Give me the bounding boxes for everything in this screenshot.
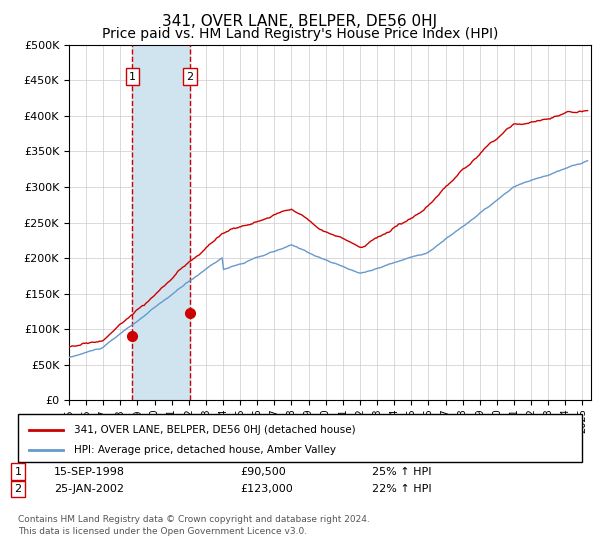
FancyBboxPatch shape: [18, 414, 582, 462]
Text: Contains HM Land Registry data © Crown copyright and database right 2024.: Contains HM Land Registry data © Crown c…: [18, 515, 370, 524]
Text: 25-JAN-2002: 25-JAN-2002: [54, 484, 124, 494]
Text: This data is licensed under the Open Government Licence v3.0.: This data is licensed under the Open Gov…: [18, 528, 307, 536]
Text: 341, OVER LANE, BELPER, DE56 0HJ (detached house): 341, OVER LANE, BELPER, DE56 0HJ (detach…: [74, 425, 356, 435]
Text: 1: 1: [129, 72, 136, 82]
Text: HPI: Average price, detached house, Amber Valley: HPI: Average price, detached house, Ambe…: [74, 445, 337, 455]
Text: 2: 2: [187, 72, 194, 82]
Text: 22% ↑ HPI: 22% ↑ HPI: [372, 484, 431, 494]
Text: Price paid vs. HM Land Registry's House Price Index (HPI): Price paid vs. HM Land Registry's House …: [102, 27, 498, 41]
Text: £90,500: £90,500: [240, 466, 286, 477]
Bar: [133, 45, 190, 400]
Text: 2: 2: [14, 484, 22, 494]
Text: 341, OVER LANE, BELPER, DE56 0HJ: 341, OVER LANE, BELPER, DE56 0HJ: [163, 14, 437, 29]
Text: 25% ↑ HPI: 25% ↑ HPI: [372, 466, 431, 477]
Text: 1: 1: [14, 466, 22, 477]
Text: £123,000: £123,000: [240, 484, 293, 494]
Text: 15-SEP-1998: 15-SEP-1998: [54, 466, 125, 477]
